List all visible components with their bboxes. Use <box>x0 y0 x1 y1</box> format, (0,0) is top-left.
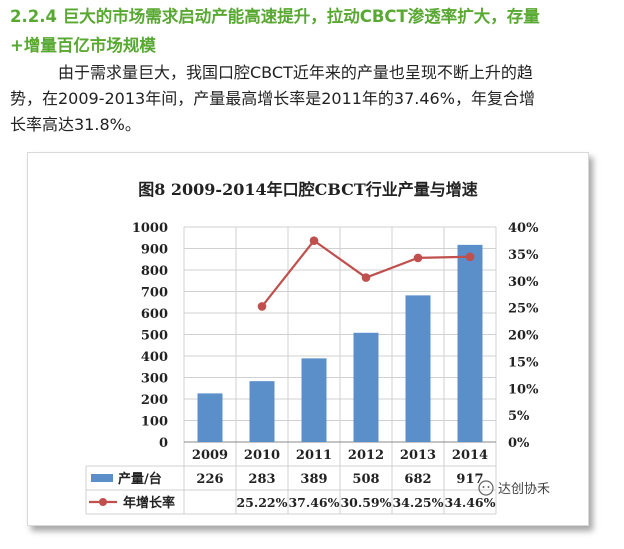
growth-rate-point <box>361 273 371 282</box>
watermark: 达创协禾 <box>478 480 550 497</box>
right-tick-label: 40% <box>508 221 539 236</box>
wechat-icon <box>478 480 494 496</box>
bar-value-label: 389 <box>300 472 327 487</box>
body-paragraph: 由于需求量巨大，我国口腔CBCT近年来的产量也呈现不断上升的趋 势，在2009-… <box>10 60 610 138</box>
paragraph-line-2: 势，在2009-2013年间，产量最高增长率是2011年的37.46%，年复合增 <box>10 89 535 108</box>
growth-value-label: 34.25% <box>392 495 443 510</box>
bar-value-label: 682 <box>404 472 431 487</box>
right-axis-ticks: 0% 5% 10% 15% 20% 25% 30% 35% 40% <box>508 221 539 451</box>
right-tick-label: 20% <box>508 329 539 344</box>
right-tick-label: 30% <box>508 275 539 290</box>
right-tick-label: 10% <box>508 382 539 397</box>
bar-2011 <box>301 358 327 442</box>
section-heading-line-1: 2.2.4 巨大的市场需求启动产能高速提升，拉动CBCT渗透率扩大，存量 <box>10 7 540 26</box>
gridlines <box>183 226 497 514</box>
left-tick-label: 700 <box>141 286 168 301</box>
bar-2014 <box>457 244 483 442</box>
bar-value-label: 283 <box>248 472 275 487</box>
left-tick-label: 500 <box>141 329 168 344</box>
bar-series <box>197 244 483 442</box>
bar-value-label: 226 <box>196 472 223 487</box>
data-table: 2009 2010 2011 2012 2013 2014 产量/台 226 283 389 508… <box>85 448 496 515</box>
growth-rate-point <box>309 236 319 245</box>
wechat-icon <box>487 486 490 488</box>
right-tick-label: 25% <box>508 302 539 317</box>
left-tick-label: 900 <box>141 243 168 258</box>
growth-rate-point <box>257 302 267 311</box>
left-tick-label: 1000 <box>132 221 168 236</box>
right-tick-label: 5% <box>508 409 530 424</box>
legend-bar-swatch <box>91 474 113 482</box>
growth-rate-point <box>465 252 475 262</box>
left-tick-label: 100 <box>141 415 168 430</box>
left-tick-label: 600 <box>141 307 168 322</box>
section-heading: 2.2.4 巨大的市场需求启动产能高速提升，拉动CBCT渗透率扩大，存量 +增量… <box>10 2 616 60</box>
watermark-text: 达创协禾 <box>498 482 550 497</box>
growth-rate-point <box>413 253 423 263</box>
chart-title: 图8 2009-2014年口腔CBCT行业产量与增速 <box>138 180 478 199</box>
left-tick-label: 800 <box>141 264 168 279</box>
bar-value-label: 917 <box>456 472 483 487</box>
right-tick-label: 15% <box>508 355 539 370</box>
left-tick-label: 0 <box>159 436 168 451</box>
growth-value-label: 30.59% <box>340 495 391 510</box>
bar-value-label: 508 <box>352 472 379 487</box>
right-tick-label: 35% <box>508 248 539 263</box>
legend-bar-name: 产量/台 <box>118 471 162 487</box>
bar-2012 <box>353 332 379 442</box>
category-label: 2014 <box>452 448 488 463</box>
category-label: 2013 <box>400 448 436 463</box>
wechat-icon <box>482 486 485 488</box>
left-axis-ticks: 0 100 200 300 400 500 600 700 800 900 1000 <box>132 221 168 451</box>
paragraph-line-3: 长率高达31.8%。 <box>10 115 141 134</box>
legend-line-name: 年增长率 <box>123 495 175 511</box>
left-tick-label: 400 <box>141 350 168 365</box>
section-heading-line-2: +增量百亿市场规模 <box>10 36 156 55</box>
bar-2013 <box>405 295 431 442</box>
chart-figure: 图8 2009-2014年口腔CBCT行业产量与增速 0 100 200 300 400… <box>27 152 589 526</box>
bar-2009 <box>197 393 223 442</box>
category-label: 2012 <box>348 448 384 463</box>
category-label: 2010 <box>244 448 280 463</box>
growth-value-label: 34.46% <box>444 495 495 510</box>
right-tick-label: 0% <box>508 436 530 451</box>
category-label: 2009 <box>192 448 228 463</box>
growth-value-label: 37.46% <box>288 495 339 510</box>
growth-value-label: 25.22% <box>236 495 287 510</box>
line-series <box>257 236 475 311</box>
category-label: 2011 <box>296 448 332 463</box>
left-tick-label: 200 <box>141 393 168 408</box>
combo-chart: 图8 2009-2014年口腔CBCT行业产量与增速 0 100 200 300 400… <box>85 180 550 515</box>
legend-line-marker <box>99 498 107 506</box>
bar-2010 <box>249 381 275 442</box>
paragraph-line-1: 由于需求量巨大，我国口腔CBCT近年来的产量也呈现不断上升的趋 <box>58 63 533 82</box>
left-tick-label: 300 <box>141 372 168 387</box>
